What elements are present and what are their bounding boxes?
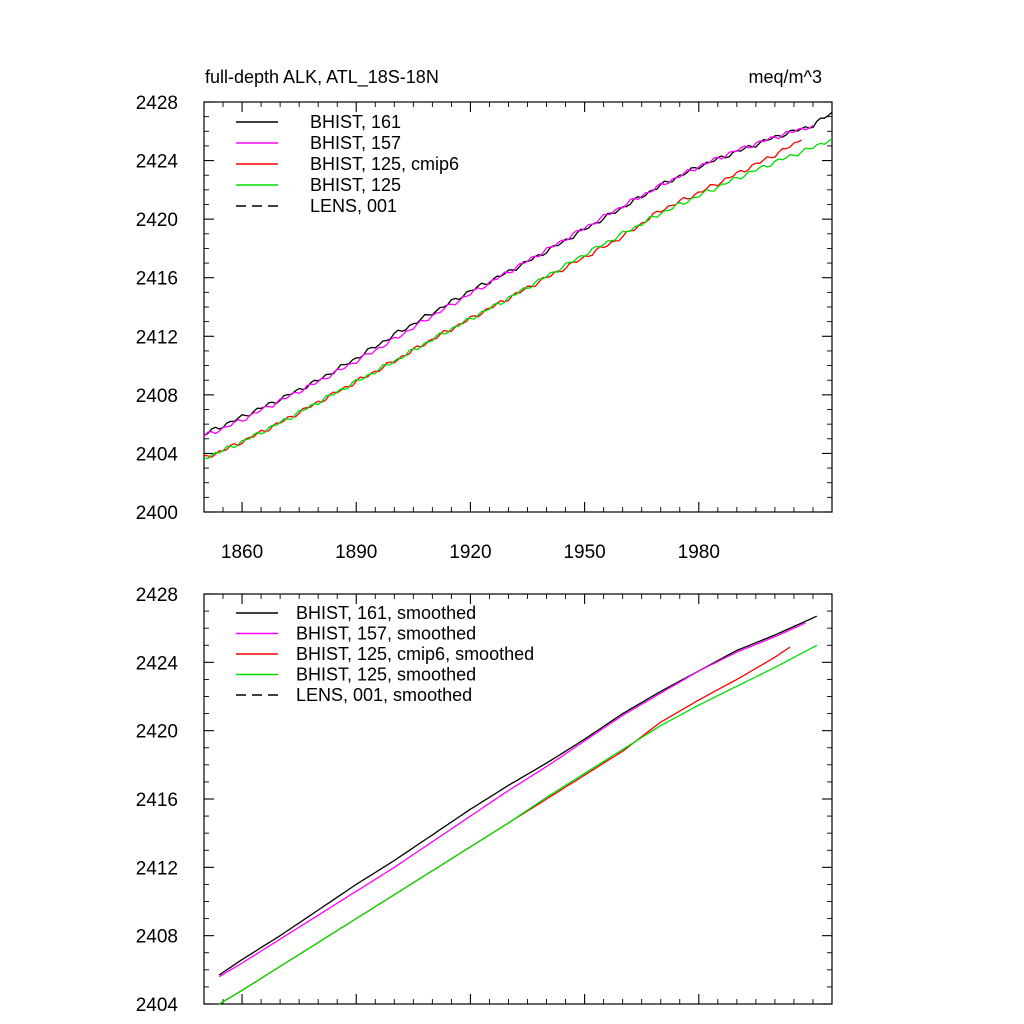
y-tick-label: 2416 bbox=[136, 790, 178, 811]
y-tick-label: 2424 bbox=[136, 653, 179, 674]
legend-label: BHIST, 161 bbox=[310, 112, 401, 132]
y-tick-label: 2404 bbox=[136, 444, 179, 465]
x-tick-label: 1980 bbox=[678, 542, 720, 563]
legend-label: BHIST, 161, smoothed bbox=[296, 603, 476, 623]
y-tick-label: 2428 bbox=[136, 585, 178, 606]
legend-label: BHIST, 125, cmip6 bbox=[310, 154, 459, 174]
x-tick-label: 1950 bbox=[563, 542, 605, 563]
y-tick-label: 2408 bbox=[136, 927, 178, 948]
legend-label: BHIST, 125 bbox=[310, 175, 401, 195]
y-tick-label: 2420 bbox=[136, 210, 178, 231]
legend-label: LENS, 001, smoothed bbox=[296, 685, 472, 705]
units-label: meq/m^3 bbox=[749, 67, 822, 87]
y-tick-label: 2404 bbox=[136, 995, 179, 1016]
legend-label: BHIST, 125, smoothed bbox=[296, 665, 476, 685]
series-line-0 bbox=[203, 111, 833, 436]
x-tick-label: 1860 bbox=[221, 542, 263, 563]
top-panel: 2400 2404 2408 2412 2416 2420 2424 2428 1860 1890… bbox=[136, 93, 833, 563]
legend-label: LENS, 001 bbox=[310, 196, 397, 216]
series-line-2 bbox=[203, 139, 802, 458]
y-tick-label: 2408 bbox=[136, 386, 178, 407]
y-tick-label: 2412 bbox=[136, 327, 178, 348]
series-line-3 bbox=[203, 138, 833, 460]
bottom-panel: 2404 2408 2412 2416 2420 2424 2428 BHIST, 161, … bbox=[136, 585, 833, 1016]
chart-title: full-depth ALK, ATL_18S-18N bbox=[205, 67, 439, 88]
legend-label: BHIST, 157, smoothed bbox=[296, 624, 476, 644]
legend-label: BHIST, 125, cmip6, smoothed bbox=[296, 644, 534, 664]
y-tick-label: 2412 bbox=[136, 858, 178, 879]
y-tick-label: 2424 bbox=[136, 152, 179, 173]
series-line-3 bbox=[218, 644, 818, 1005]
series-line-1 bbox=[218, 622, 806, 978]
y-tick-label: 2416 bbox=[136, 269, 178, 290]
y-tick-label: 2420 bbox=[136, 722, 178, 743]
y-tick-label: 2400 bbox=[136, 503, 178, 524]
x-tick-label: 1920 bbox=[449, 542, 491, 563]
series-line-0 bbox=[218, 615, 818, 976]
series-line-1 bbox=[203, 124, 814, 437]
y-tick-label: 2428 bbox=[136, 93, 178, 114]
x-tick-label: 1890 bbox=[335, 542, 377, 563]
legend-label: BHIST, 157 bbox=[310, 133, 401, 153]
plot-frame bbox=[203, 101, 833, 513]
